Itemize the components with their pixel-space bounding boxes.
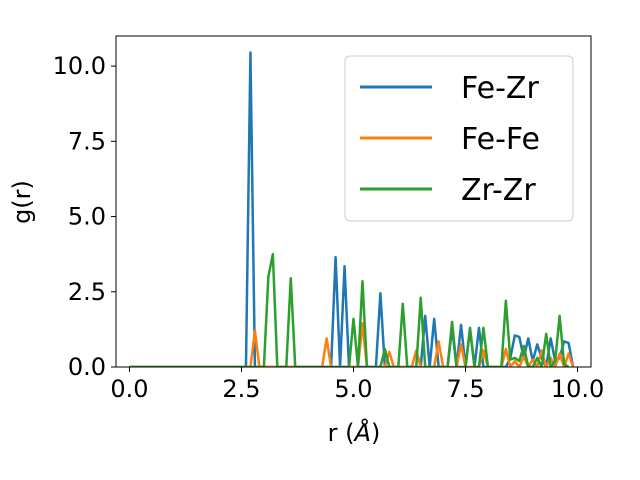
y-tick-label: 10.0 <box>53 52 106 80</box>
ticks-layer: 0.0 2.5 5.0 7.5 10.0 0.0 2.5 5.0 7.5 10.0 <box>53 52 605 403</box>
y-tick-label: 5.0 <box>68 203 106 231</box>
y-tick-label: 0.0 <box>68 353 106 381</box>
x-tick-label: 0.0 <box>110 375 148 403</box>
x-axis-label: r (Å) <box>328 418 381 447</box>
legend-label-0: Fe-Zr <box>461 71 539 106</box>
y-tick-label: 2.5 <box>68 278 106 306</box>
series-layer <box>129 51 575 367</box>
x-tick-label: 7.5 <box>446 375 484 403</box>
y-tick-label: 7.5 <box>68 127 106 155</box>
legend-frame <box>344 55 574 222</box>
legend-label-2: Zr-Zr <box>461 173 536 208</box>
series-line-0 <box>129 51 575 367</box>
legend-label-1: Fe-Fe <box>461 122 540 157</box>
x-tick-label: 10.0 <box>551 375 604 403</box>
legend: Fe-Zr Fe-Fe Zr-Zr <box>344 55 574 222</box>
y-axis-label: g(r) <box>8 180 36 224</box>
x-tick-label: 2.5 <box>222 375 260 403</box>
x-tick-label: 5.0 <box>334 375 372 403</box>
series-line-2 <box>129 252 570 367</box>
